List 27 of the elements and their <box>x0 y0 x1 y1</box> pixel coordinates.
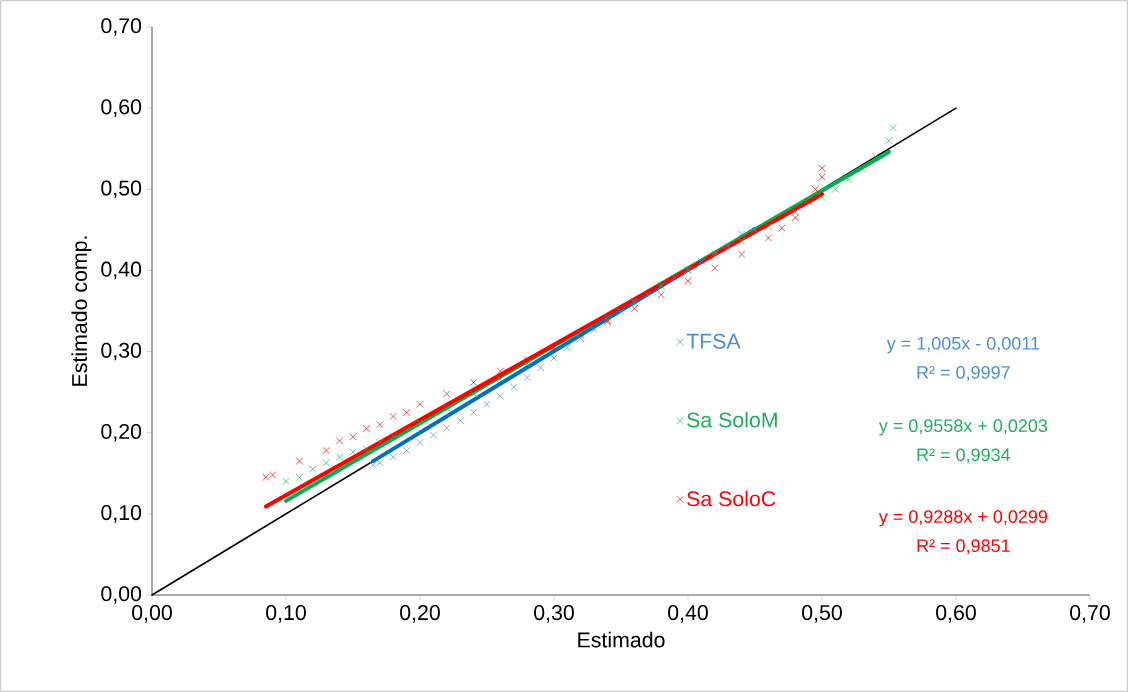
y-tick-label: 0,00 <box>101 586 142 604</box>
annotation: y = 0,9288x + 0,0299 <box>878 510 1048 527</box>
x-tick-label: 0,00 <box>132 605 172 623</box>
y-axis-title: Estimado comp. <box>71 236 92 386</box>
annotation: R² = 0,9934 <box>917 448 1011 464</box>
x-axis-title: Estimado <box>578 631 665 648</box>
y-tick-label: 0,70 <box>101 18 142 36</box>
x-tick-label: 0,70 <box>1070 605 1110 623</box>
x-tick-label: 0,60 <box>936 605 976 623</box>
x-tick-label: 0,20 <box>400 605 440 623</box>
y-tick-label: 0,10 <box>101 505 142 523</box>
x-tick-label: 0,30 <box>534 605 574 623</box>
legend-label: Sa SoloC <box>687 490 776 507</box>
y-tick-label: 0,20 <box>101 423 142 442</box>
annotation: y = 1,005x - 0,0011 <box>886 336 1040 354</box>
annotation: R² = 0,9851 <box>917 539 1010 555</box>
legend-label: TFSA <box>686 333 741 349</box>
y-tick-label: 0,60 <box>101 99 142 117</box>
y-tick-label: 0,30 <box>101 342 142 361</box>
legend-label: Sa SoloM <box>687 411 777 428</box>
y-tick-label: 0,40 <box>101 261 142 280</box>
x-tick-label: 0,50 <box>802 605 842 623</box>
x-tick-label: 0,10 <box>266 605 306 623</box>
y-tick-label: 0,50 <box>101 180 142 199</box>
annotation: y = 0,9558x + 0,0203 <box>878 419 1048 436</box>
annotation: R² = 0,9997 <box>917 366 1010 381</box>
x-tick-label: 0,40 <box>668 605 708 623</box>
